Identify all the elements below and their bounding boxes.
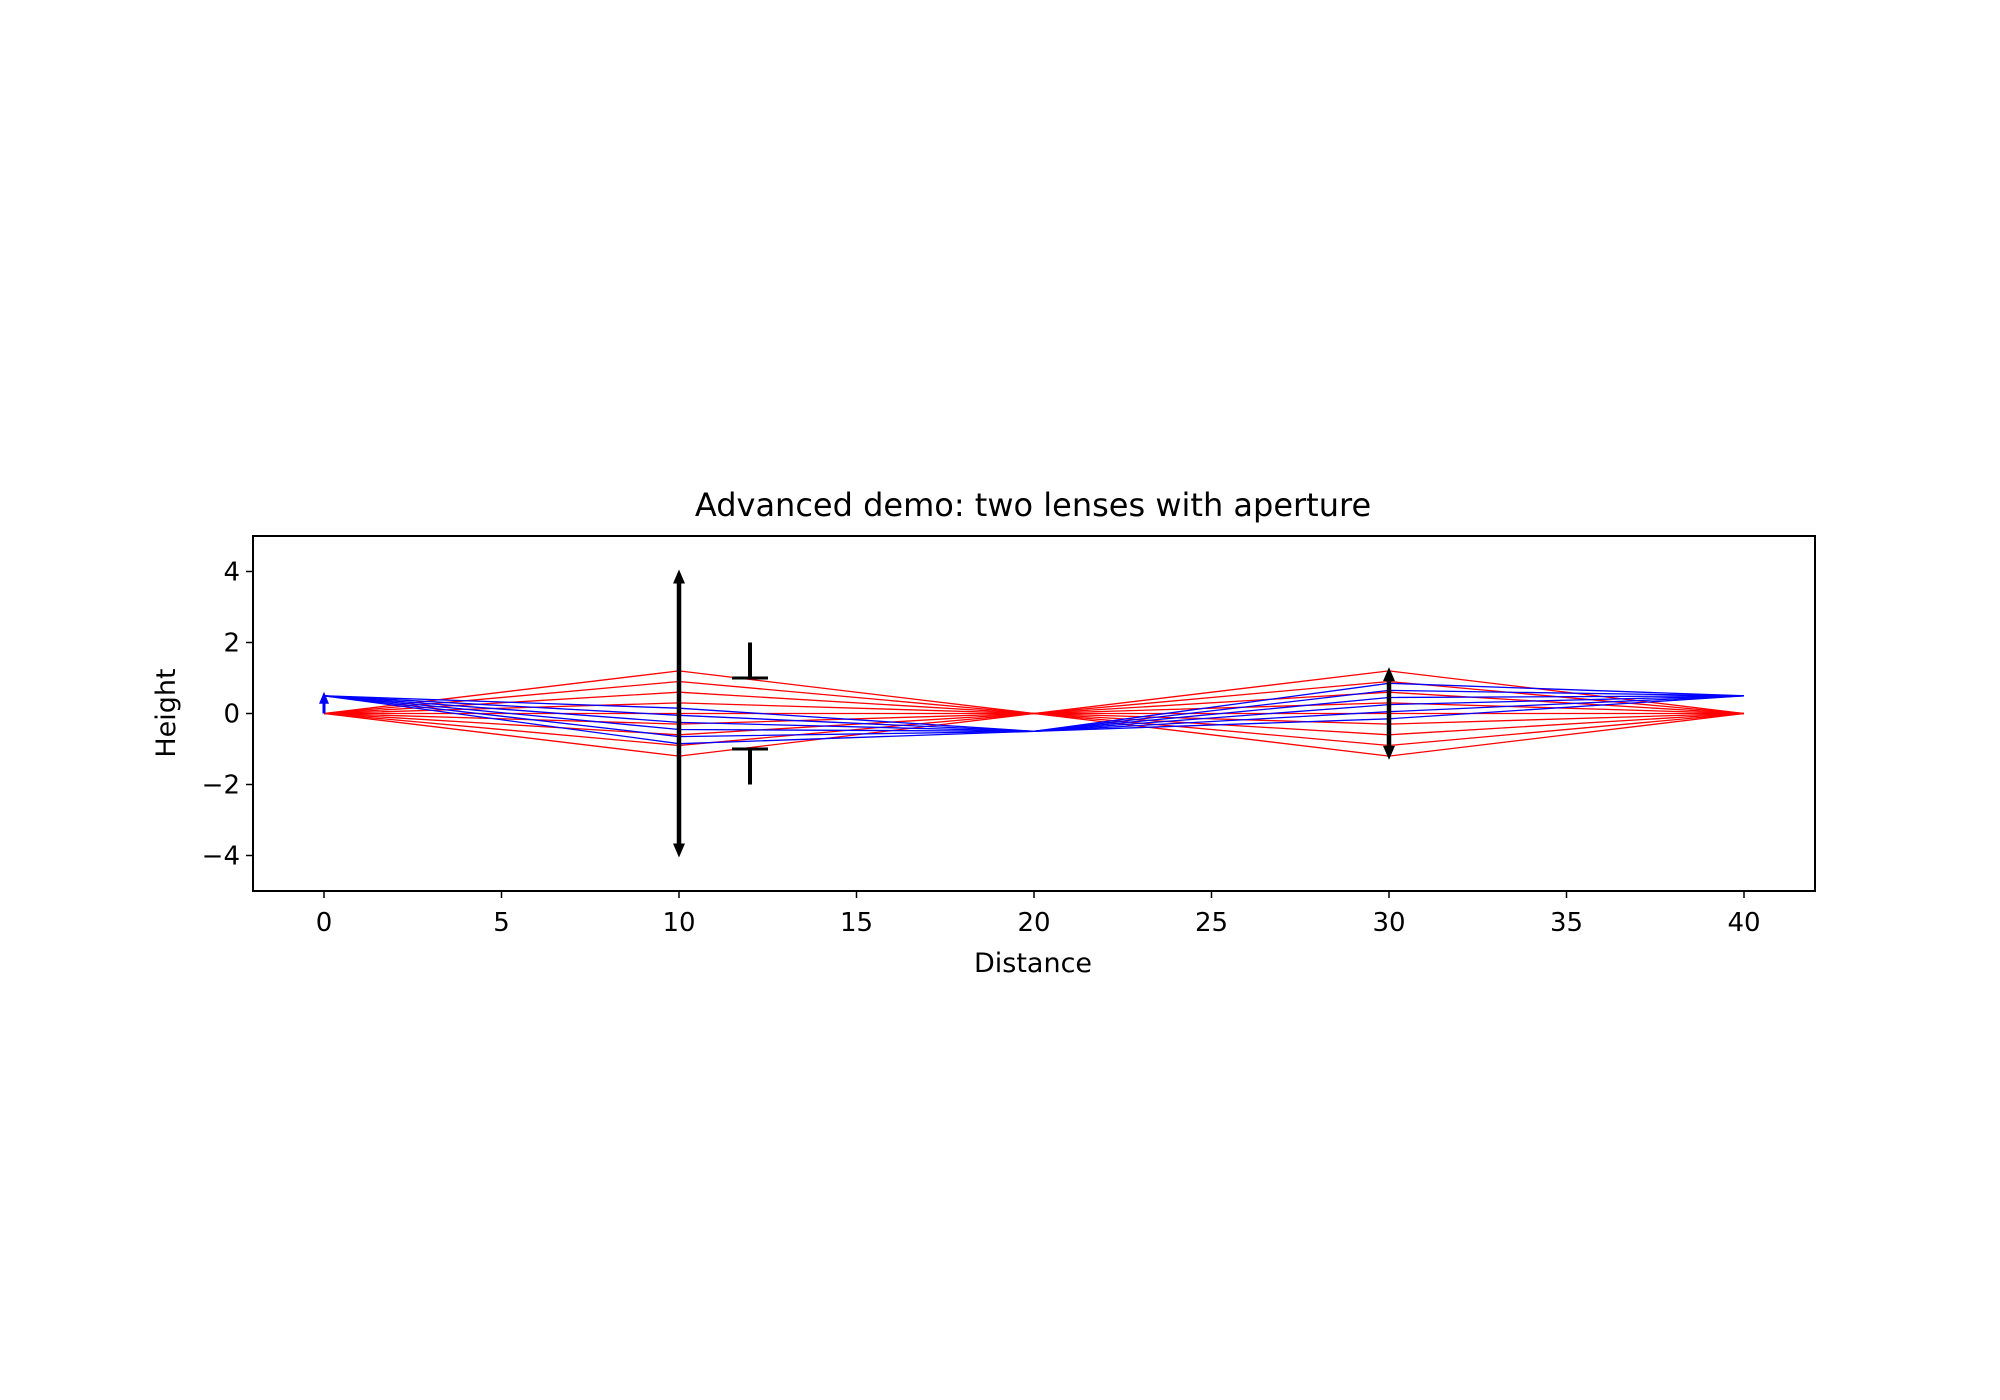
x-tick-label: 40 (1727, 908, 1760, 938)
y-tick-label: 2 (223, 629, 240, 659)
x-tick-label: 20 (1017, 908, 1050, 938)
x-tick-label: 10 (662, 908, 695, 938)
y-tick-label: −4 (202, 842, 240, 872)
lens-arrow-head-top (1383, 667, 1395, 682)
x-tick-label: 30 (1372, 908, 1405, 938)
lens-arrow-head-bottom (1383, 745, 1395, 760)
chart-title: Advanced demo: two lenses with aperture (695, 486, 1371, 524)
axial-ray (323, 670, 1745, 757)
x-tick-label: 15 (840, 908, 873, 938)
y-tick-label: 0 (223, 700, 240, 730)
x-axis: 0 5 10 15 20 25 30 35 40 (316, 891, 1761, 938)
x-axis-label: Distance (974, 948, 1092, 979)
y-axis: −4 −2 0 2 4 (202, 558, 253, 872)
lens-arrow-head-bottom (673, 843, 685, 858)
y-tick-label: 4 (223, 558, 240, 588)
object-arrow-head (319, 691, 329, 704)
y-axis-label: Height (151, 668, 182, 757)
y-tick-label: −2 (202, 771, 240, 801)
x-tick-label: 35 (1550, 908, 1583, 938)
optical-elements (319, 569, 1395, 858)
x-tick-label: 5 (493, 908, 510, 938)
x-tick-label: 0 (316, 908, 333, 938)
x-tick-label: 25 (1195, 908, 1228, 938)
lens-arrow-head-top (673, 569, 685, 584)
principal-ray (323, 682, 1745, 745)
rays (323, 670, 1745, 757)
